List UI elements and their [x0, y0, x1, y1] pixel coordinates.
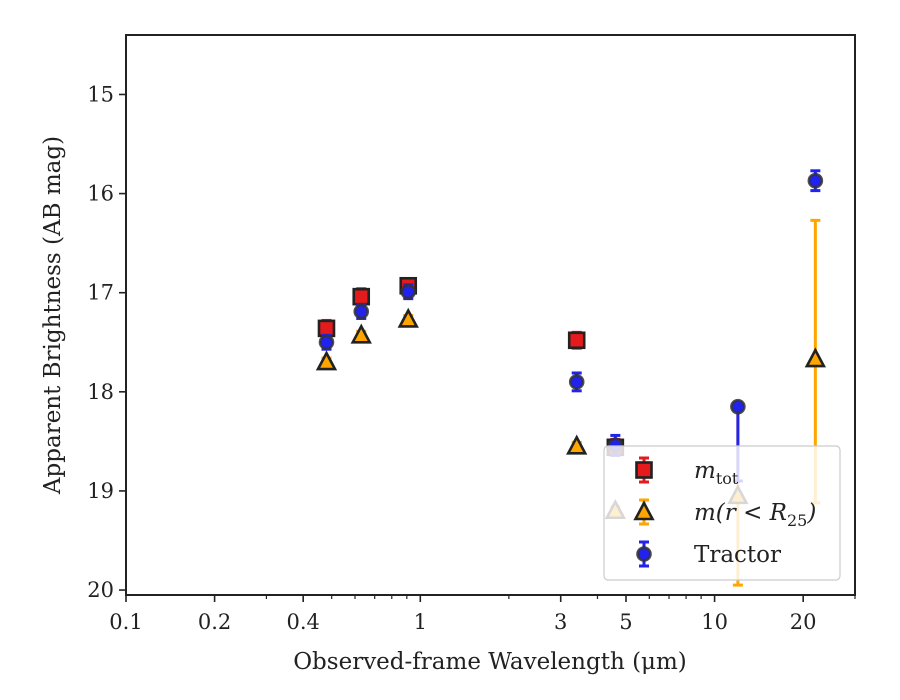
- y-tick-label: 15: [87, 82, 114, 106]
- y-tick-label: 20: [87, 578, 114, 602]
- square-point: [317, 319, 336, 338]
- x-tick-label: 0.1: [109, 610, 142, 634]
- circle-point: [568, 374, 585, 390]
- x-tick-label: 0.4: [286, 610, 319, 634]
- axes-frame: [125, 34, 856, 596]
- triangle-point: [804, 347, 827, 368]
- triangle-point: [397, 307, 419, 328]
- triangle-point: [566, 434, 588, 455]
- legend-item: Tractor: [636, 540, 781, 568]
- circle-point: [730, 398, 746, 415]
- x-tick-label: 5: [619, 610, 632, 634]
- legend-marker: [635, 461, 653, 479]
- axes-layer: 0.1 0.2 0.4 1 3 5 10 20 15 16 17 18 19 20: [87, 34, 856, 634]
- legend-box: [603, 445, 841, 581]
- triangle-point: [315, 350, 338, 371]
- square-point: [567, 331, 586, 350]
- legend-item: m(r < R25): [633, 498, 816, 530]
- legend-label: mtot: [694, 458, 739, 488]
- x-tick-label: 20: [790, 610, 817, 634]
- x-tick-label: 10: [701, 610, 728, 634]
- y-tick-label: 19: [87, 479, 114, 503]
- circle-point: [400, 283, 417, 300]
- circle-point: [807, 172, 824, 189]
- x-tick-label: 0.2: [198, 610, 231, 634]
- legend-item: mtot: [635, 456, 739, 488]
- x-tick-label: 3: [554, 610, 567, 634]
- legend-marker: [636, 546, 652, 562]
- y-axis-label: Apparent Brightness (AB mag): [40, 136, 66, 495]
- x-axis-label: Observed-frame Wavelength (μm): [293, 649, 687, 675]
- y-tick-label: 18: [87, 380, 114, 404]
- circle-point: [353, 303, 370, 320]
- y-tick-label: 16: [87, 182, 114, 206]
- legend-label: Tractor: [694, 542, 781, 568]
- y-tick-label: 17: [87, 281, 114, 305]
- triangle-point: [350, 323, 372, 344]
- square-point: [352, 287, 371, 306]
- circle-point: [318, 334, 335, 351]
- legend: mtot m(r < R25) Tractor: [603, 445, 841, 581]
- data-layer: [315, 169, 827, 587]
- legend-label: m(r < R25): [694, 500, 816, 530]
- legend-marker: [633, 500, 655, 521]
- x-tick-label: 1: [414, 610, 427, 634]
